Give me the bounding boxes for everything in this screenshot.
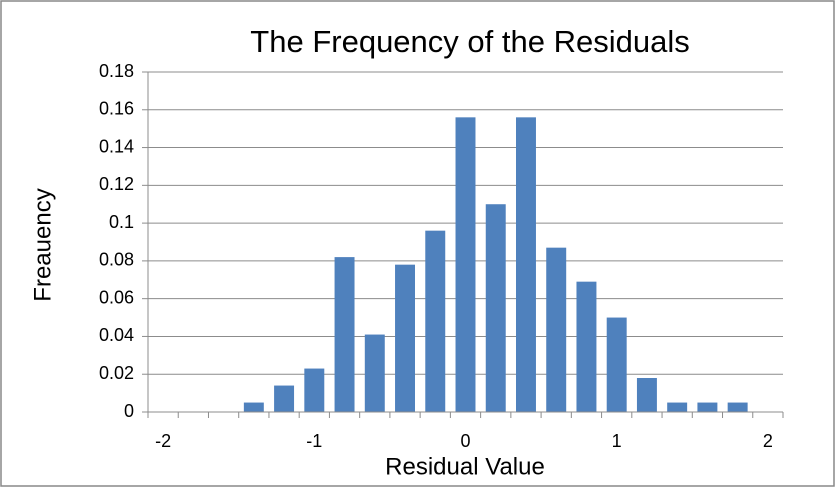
bar (395, 264, 416, 412)
x-tick-label: -2 (155, 431, 171, 451)
bar (455, 117, 476, 412)
bar (274, 385, 295, 412)
bar (243, 402, 264, 412)
x-axis-label: Residual Value (385, 453, 545, 480)
y-tick-label: 0.18 (99, 61, 134, 81)
y-tick-label: 0.16 (99, 99, 134, 119)
y-tick-label: 0.14 (99, 136, 134, 156)
bar (334, 257, 355, 412)
x-tick-label: 2 (763, 431, 773, 451)
y-axis-label: Freauency (29, 188, 56, 301)
bar (576, 281, 597, 412)
y-tick-label: 0 (124, 401, 134, 421)
bar (606, 317, 627, 412)
y-tick-label: 0.08 (99, 250, 134, 270)
bar (515, 117, 536, 412)
bar (364, 334, 385, 412)
bar (304, 368, 325, 412)
y-tick-label: 0.12 (99, 174, 134, 194)
y-tick-label: 0.02 (99, 363, 134, 383)
x-tick-label: 0 (460, 431, 470, 451)
bar (485, 204, 506, 412)
chart-title: The Frequency of the Residuals (250, 24, 689, 59)
x-tick-label: 1 (612, 431, 622, 451)
x-tick-label: -1 (306, 431, 322, 451)
bar (697, 402, 718, 412)
y-tick-label: 0.06 (99, 287, 134, 307)
y-tick-label: 0.1 (109, 212, 134, 232)
bar (727, 402, 748, 412)
bar (546, 247, 567, 412)
bar (636, 378, 657, 412)
bar (667, 402, 688, 412)
bar (425, 230, 446, 412)
y-tick-label: 0.04 (99, 325, 134, 345)
